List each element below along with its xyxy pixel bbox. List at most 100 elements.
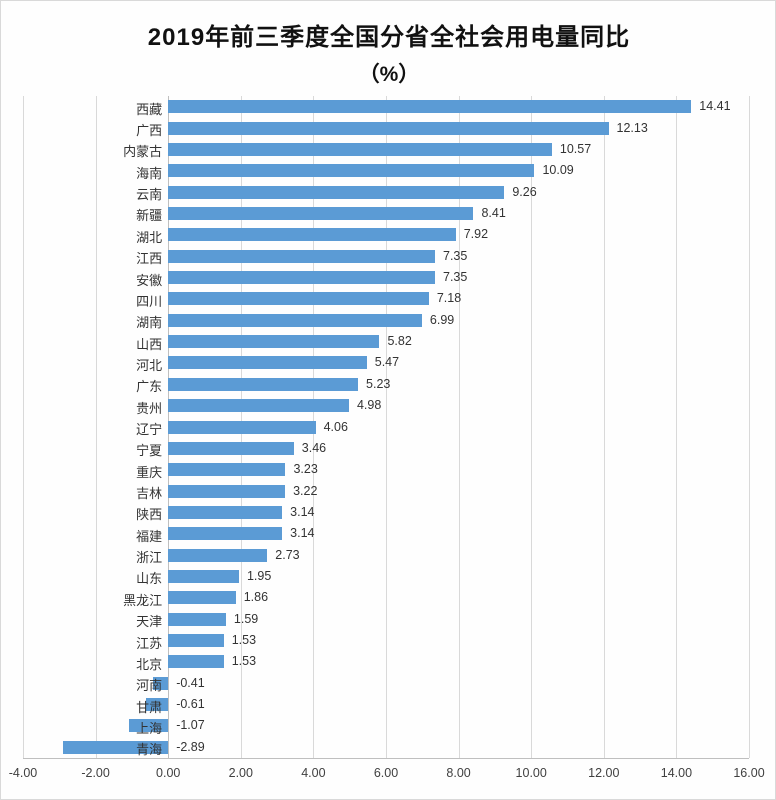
value-label: 6.99: [429, 312, 455, 327]
category-label: 天津: [136, 614, 163, 630]
value-label: 5.82: [387, 334, 412, 349]
value-label: 1.95: [246, 568, 272, 583]
category-label: 重庆: [136, 464, 163, 480]
gridline: [95, 96, 97, 758]
value-label: 3.46: [301, 440, 327, 455]
bar: [168, 399, 349, 413]
category-label: 青海: [136, 742, 163, 758]
bar: [168, 121, 609, 135]
gridline: [23, 96, 24, 758]
bar: [168, 206, 474, 220]
bar: [168, 505, 283, 519]
bar: [63, 740, 169, 754]
category-label: 吉林: [136, 486, 163, 502]
category-label: 浙江: [136, 550, 163, 566]
gridline: [603, 96, 605, 758]
value-label: 1.86: [243, 590, 269, 605]
bar: [153, 676, 169, 690]
category-label: 宁夏: [136, 443, 163, 459]
x-axis-tick-label: 12.00: [588, 766, 620, 780]
value-label: 9.26: [512, 184, 537, 199]
gridline: [458, 96, 460, 758]
bar: [168, 228, 456, 242]
category-label: 海南: [136, 165, 163, 181]
bar: [168, 356, 367, 370]
category-label: 北京: [136, 656, 163, 672]
value-label: 7.18: [436, 291, 462, 306]
value-label: 2.73: [275, 547, 300, 562]
bar: [168, 655, 224, 669]
chart-title-unit: （%）: [358, 63, 420, 86]
x-axis-tick-label: 2.00: [228, 766, 253, 780]
gridline: [676, 96, 678, 758]
value-label: 1.53: [231, 654, 257, 669]
value-label: 7.35: [443, 270, 468, 285]
chart-title: 2019年前三季度全国分省全社会用电量同比 （%）: [1, 17, 775, 88]
x-axis-tick-label: -2.00: [81, 766, 110, 780]
category-label: 内蒙古: [123, 144, 163, 160]
category-label: 福建: [136, 528, 163, 544]
bar: [168, 527, 283, 541]
bar: [168, 569, 239, 583]
bar: [168, 292, 429, 306]
category-label: 江西: [136, 251, 163, 267]
bar: [168, 612, 226, 626]
category-label: 新疆: [136, 208, 163, 224]
category-label: 山西: [136, 336, 163, 352]
gridline: [531, 96, 533, 758]
x-axis-tick-label: 8.00: [446, 766, 471, 780]
bar: [168, 142, 552, 156]
x-axis-tick-label: 4.00: [301, 766, 326, 780]
x-axis-tick-label: 0.00: [156, 766, 181, 780]
category-label: 安徽: [136, 272, 163, 288]
bar: [168, 420, 316, 434]
value-label: 3.14: [290, 526, 315, 541]
value-label: 1.53: [231, 633, 257, 648]
bar: [168, 249, 435, 263]
category-label: 山东: [136, 571, 163, 587]
value-label: 3.23: [293, 462, 318, 477]
value-label: 8.41: [481, 205, 506, 220]
bar: [168, 591, 236, 605]
value-label: 4.98: [356, 398, 382, 413]
category-label: 西藏: [136, 101, 163, 117]
x-axis-tick-label: 6.00: [373, 766, 399, 780]
bar: [168, 313, 422, 327]
bar: [168, 484, 286, 498]
bar: [168, 548, 268, 562]
gridline: [749, 96, 750, 758]
category-label: 广西: [136, 123, 163, 139]
category-label: 辽宁: [136, 422, 163, 437]
category-label: 湖北: [136, 229, 163, 245]
x-axis-line: [23, 758, 749, 759]
category-label: 江苏: [136, 635, 163, 651]
value-label: 7.92: [463, 227, 489, 242]
value-label: -1.07: [176, 718, 205, 733]
value-label: 12.13: [616, 120, 648, 135]
category-label: 陕西: [136, 507, 163, 523]
value-label: 7.35: [443, 248, 468, 263]
category-label: 甘肃: [136, 699, 163, 715]
value-label: 14.41: [699, 99, 731, 114]
value-label: -0.41: [176, 675, 205, 690]
category-label: 四川: [136, 293, 163, 309]
category-label: 河南: [136, 678, 163, 694]
value-label: 3.14: [290, 504, 315, 519]
value-label: 4.06: [323, 419, 348, 434]
value-label: 5.47: [374, 355, 400, 370]
category-label: 河北: [136, 357, 163, 373]
category-label: 黑龙江: [123, 592, 163, 608]
bar: [168, 441, 294, 455]
bar: [168, 463, 286, 477]
x-axis-tick-label: 10.00: [515, 766, 547, 780]
bar: [146, 698, 169, 712]
bar: [168, 335, 380, 349]
x-axis-tick-label: -4.00: [8, 766, 38, 780]
category-label: 上海: [136, 720, 163, 736]
value-label: -0.61: [176, 697, 205, 712]
bar: [168, 634, 224, 648]
value-label: 5.23: [366, 376, 391, 391]
category-label: 贵州: [136, 400, 163, 416]
value-label: 3.22: [293, 483, 318, 498]
